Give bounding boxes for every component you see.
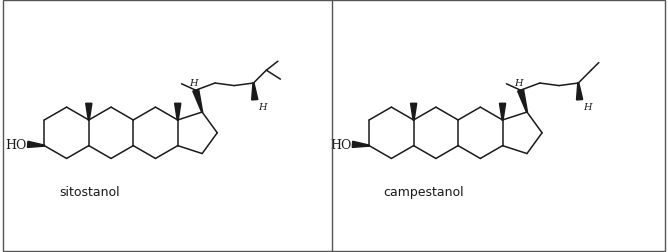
Polygon shape [252,84,258,101]
Polygon shape [411,104,417,120]
Polygon shape [27,142,44,148]
Text: H: H [258,102,267,111]
Polygon shape [500,104,506,120]
Polygon shape [193,90,202,113]
Text: HO: HO [330,138,351,151]
Polygon shape [174,104,181,120]
Polygon shape [518,90,528,113]
Text: H: H [190,79,198,88]
Text: campestanol: campestanol [383,186,464,199]
Text: HO: HO [5,138,26,151]
Polygon shape [352,142,369,148]
Text: sitostanol: sitostanol [59,186,120,199]
Polygon shape [86,104,92,120]
Text: H: H [514,79,523,88]
Text: H: H [582,102,591,111]
Polygon shape [576,84,582,101]
